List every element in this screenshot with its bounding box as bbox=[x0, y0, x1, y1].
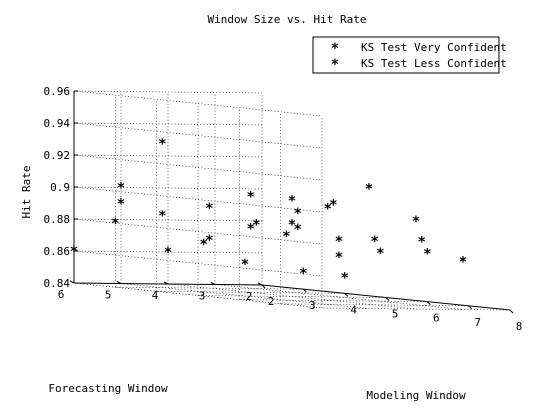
data-point-very-confident: * bbox=[246, 189, 254, 205]
data-point-less-confident: * bbox=[111, 216, 119, 232]
data-point-less-confident: * bbox=[70, 244, 78, 260]
data-point-less-confident: * bbox=[340, 270, 348, 286]
x-tick-label: 8 bbox=[516, 320, 523, 333]
data-point-less-confident: * bbox=[199, 237, 207, 253]
data-point-less-confident: * bbox=[335, 234, 343, 250]
y-axis-label: Forecasting Window bbox=[48, 382, 168, 395]
data-point-less-confident: * bbox=[423, 247, 431, 263]
legend-box bbox=[312, 36, 500, 74]
x-tick-label: 2 bbox=[268, 295, 275, 308]
data-point-less-confident: * bbox=[246, 221, 254, 237]
x-tick bbox=[468, 305, 473, 310]
y-tick-label: 5 bbox=[105, 289, 112, 302]
legend-label-less-confident: KS Test Less Confident bbox=[361, 57, 507, 70]
x-tick-label: 3 bbox=[309, 299, 316, 312]
legend-label-very-confident: KS Test Very Confident bbox=[361, 41, 507, 54]
x-tick bbox=[302, 288, 307, 293]
y-tick-label: 3 bbox=[199, 290, 206, 303]
legend: * KS Test Very Confident * KS Test Less … bbox=[312, 36, 507, 74]
data-point-less-confident: * bbox=[158, 209, 166, 225]
data-point-less-confident: * bbox=[329, 198, 337, 214]
x-tick-label: 5 bbox=[392, 308, 399, 321]
x-axis-label: Modeling Window bbox=[366, 389, 466, 402]
data-point-very-confident: * bbox=[117, 181, 125, 197]
data-points: *********** ************** *** **** bbox=[70, 137, 467, 287]
data-point-less-confident: * bbox=[459, 255, 467, 271]
z-tick-label: 0.9 bbox=[50, 181, 70, 194]
y-tick bbox=[69, 280, 75, 284]
x-tick bbox=[344, 292, 349, 297]
legend-marker-less-confident: * bbox=[331, 57, 339, 73]
legend-marker-very-confident: * bbox=[331, 41, 339, 57]
data-point-less-confident: * bbox=[282, 229, 290, 245]
x-tick bbox=[509, 309, 514, 314]
data-point-very-confident: * bbox=[288, 218, 296, 234]
data-point-less-confident: * bbox=[365, 182, 373, 198]
data-point-less-confident: * bbox=[417, 234, 425, 250]
data-point-less-confident: * bbox=[241, 257, 249, 273]
x-tick bbox=[385, 297, 390, 301]
y-tick bbox=[210, 282, 216, 285]
z-axis-label: Hit Rate bbox=[20, 166, 33, 219]
x-tick-label: 6 bbox=[433, 312, 440, 325]
chart-title: Window Size vs. Hit Rate bbox=[208, 13, 367, 26]
z-tick-label: 0.92 bbox=[44, 149, 71, 162]
data-point-very-confident: * bbox=[205, 201, 213, 217]
data-point-less-confident: * bbox=[252, 218, 260, 234]
data-point-very-confident: * bbox=[293, 222, 301, 238]
x-tick-label: 7 bbox=[474, 316, 481, 329]
data-point-less-confident: * bbox=[412, 214, 420, 230]
y-tick bbox=[257, 282, 263, 286]
y-tick-label: 2 bbox=[246, 290, 253, 303]
data-point-very-confident: * bbox=[158, 137, 166, 153]
data-point-less-confident: * bbox=[376, 246, 384, 262]
data-point-less-confident: * bbox=[117, 197, 125, 213]
data-point-less-confident: * bbox=[370, 234, 378, 250]
z-tick-label: 0.96 bbox=[44, 85, 71, 98]
data-point-less-confident: * bbox=[323, 201, 331, 217]
x-tick bbox=[426, 301, 431, 306]
x-tick-label: 4 bbox=[350, 303, 357, 316]
data-point-very-confident: * bbox=[335, 250, 343, 266]
grid-line bbox=[73, 90, 263, 94]
z-tick-label: 0.94 bbox=[44, 117, 71, 130]
data-point-less-confident: * bbox=[293, 206, 301, 222]
axes bbox=[69, 90, 514, 314]
z-tick-label: 0.84 bbox=[44, 277, 71, 290]
y-tick-label: 6 bbox=[58, 288, 65, 301]
data-point-less-confident: * bbox=[299, 266, 307, 282]
data-point-less-confident: * bbox=[288, 194, 296, 210]
y-tick-label: 4 bbox=[152, 289, 159, 302]
data-point-less-confident: * bbox=[164, 245, 172, 261]
grid-line bbox=[115, 286, 304, 290]
z-tick-label: 0.88 bbox=[44, 213, 71, 226]
y-tick bbox=[163, 281, 169, 285]
grid-line bbox=[197, 295, 387, 298]
data-point-less-confident: * bbox=[205, 233, 213, 249]
z-tick-label: 0.86 bbox=[44, 245, 71, 258]
x-tick bbox=[261, 284, 266, 289]
y-tick bbox=[116, 281, 122, 284]
